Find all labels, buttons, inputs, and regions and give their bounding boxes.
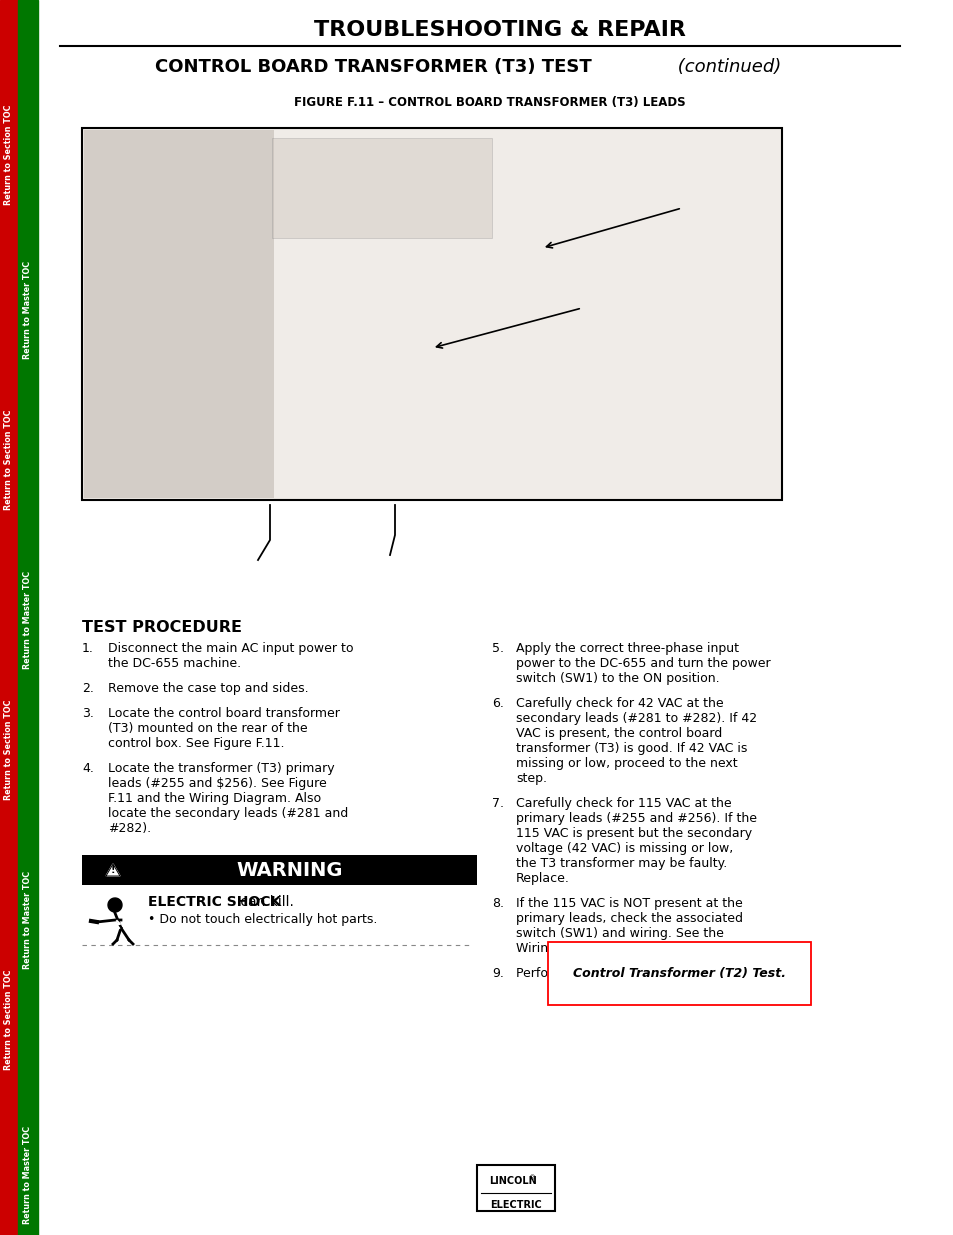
Text: #282).: #282). bbox=[108, 823, 151, 835]
Text: leads (#255 and $256). See Figure: leads (#255 and $256). See Figure bbox=[108, 777, 327, 790]
Bar bbox=[272, 138, 492, 238]
Text: ELECTRIC: ELECTRIC bbox=[490, 1200, 541, 1210]
Text: Remove the case top and sides.: Remove the case top and sides. bbox=[108, 682, 309, 695]
Text: 3.: 3. bbox=[82, 706, 93, 720]
Text: (continued): (continued) bbox=[671, 58, 781, 77]
Bar bbox=[476, 1165, 555, 1212]
Text: Return to Section TOC: Return to Section TOC bbox=[5, 105, 13, 205]
Text: power to the DC-655 and turn the power: power to the DC-655 and turn the power bbox=[516, 657, 770, 671]
Text: Return to Section TOC: Return to Section TOC bbox=[5, 700, 13, 800]
Text: the DC-655 machine.: the DC-655 machine. bbox=[108, 657, 241, 671]
Text: TROUBLESHOOTING & REPAIR: TROUBLESHOOTING & REPAIR bbox=[314, 20, 685, 40]
Text: Return to Master TOC: Return to Master TOC bbox=[24, 1126, 32, 1224]
Text: 7.: 7. bbox=[492, 797, 503, 810]
Text: Perform the: Perform the bbox=[516, 967, 593, 981]
Polygon shape bbox=[106, 864, 120, 876]
Text: control box. See Figure F.11.: control box. See Figure F.11. bbox=[108, 737, 284, 750]
Text: Return to Master TOC: Return to Master TOC bbox=[24, 571, 32, 669]
Text: (T3) mounted on the rear of the: (T3) mounted on the rear of the bbox=[108, 722, 307, 735]
Bar bbox=[0, 0, 18, 1235]
Text: F.11 and the Wiring Diagram. Also: F.11 and the Wiring Diagram. Also bbox=[108, 792, 321, 805]
Text: 2.: 2. bbox=[82, 682, 93, 695]
Text: Locate the transformer (T3) primary: Locate the transformer (T3) primary bbox=[108, 762, 335, 776]
Text: Return to Section TOC: Return to Section TOC bbox=[5, 969, 13, 1071]
Text: 8.: 8. bbox=[492, 897, 503, 910]
Text: Return to Section TOC: Return to Section TOC bbox=[5, 410, 13, 510]
Bar bbox=[84, 130, 274, 498]
Text: primary leads, check the associated: primary leads, check the associated bbox=[516, 911, 742, 925]
Text: voltage (42 VAC) is missing or low,: voltage (42 VAC) is missing or low, bbox=[516, 842, 733, 855]
Text: missing or low, proceed to the next: missing or low, proceed to the next bbox=[516, 757, 737, 769]
Text: Return to Master TOC: Return to Master TOC bbox=[24, 261, 32, 359]
Text: WARNING: WARNING bbox=[236, 861, 342, 879]
Bar bbox=[82, 855, 476, 885]
Text: locate the secondary leads (#281 and: locate the secondary leads (#281 and bbox=[108, 806, 348, 820]
Text: switch (SW1) to the ON position.: switch (SW1) to the ON position. bbox=[516, 672, 719, 685]
Text: ®: ® bbox=[529, 1174, 536, 1181]
Text: FIGURE F.11 – CONTROL BOARD TRANSFORMER (T3) LEADS: FIGURE F.11 – CONTROL BOARD TRANSFORMER … bbox=[294, 96, 685, 109]
Text: secondary leads (#281 to #282). If 42: secondary leads (#281 to #282). If 42 bbox=[516, 713, 757, 725]
Text: Carefully check for 115 VAC at the: Carefully check for 115 VAC at the bbox=[516, 797, 731, 810]
Text: Replace.: Replace. bbox=[516, 872, 569, 885]
Text: • Do not touch electrically hot parts.: • Do not touch electrically hot parts. bbox=[148, 913, 377, 926]
Text: CONTROL BOARD TRANSFORMER (T3) TEST: CONTROL BOARD TRANSFORMER (T3) TEST bbox=[154, 58, 591, 77]
Text: transformer (T3) is good. If 42 VAC is: transformer (T3) is good. If 42 VAC is bbox=[516, 742, 746, 755]
Text: primary leads (#255 and #256). If the: primary leads (#255 and #256). If the bbox=[516, 811, 757, 825]
Text: Disconnect the main AC input power to: Disconnect the main AC input power to bbox=[108, 642, 354, 655]
Text: If the 115 VAC is NOT present at the: If the 115 VAC is NOT present at the bbox=[516, 897, 742, 910]
Text: 4.: 4. bbox=[82, 762, 93, 776]
Text: 1.: 1. bbox=[82, 642, 93, 655]
Text: ELECTRIC SHOCK: ELECTRIC SHOCK bbox=[148, 895, 281, 909]
Text: VAC is present, the control board: VAC is present, the control board bbox=[516, 727, 721, 740]
Text: switch (SW1) and wiring. See the: switch (SW1) and wiring. See the bbox=[516, 927, 723, 940]
Text: Return to Master TOC: Return to Master TOC bbox=[24, 871, 32, 969]
Text: LINCOLN: LINCOLN bbox=[489, 1176, 537, 1186]
Text: 9.: 9. bbox=[492, 967, 503, 981]
Text: !: ! bbox=[111, 864, 115, 876]
Text: Locate the control board transformer: Locate the control board transformer bbox=[108, 706, 339, 720]
Text: 5.: 5. bbox=[492, 642, 503, 655]
Text: the T3 transformer may be faulty.: the T3 transformer may be faulty. bbox=[516, 857, 726, 869]
Text: Wiring Diagram.: Wiring Diagram. bbox=[516, 942, 618, 955]
Text: Carefully check for 42 VAC at the: Carefully check for 42 VAC at the bbox=[516, 697, 723, 710]
Text: can kill.: can kill. bbox=[235, 895, 294, 909]
Bar bbox=[82, 128, 781, 500]
Bar bbox=[18, 0, 38, 1235]
Text: TEST PROCEDURE: TEST PROCEDURE bbox=[82, 620, 242, 635]
Text: step.: step. bbox=[516, 772, 546, 785]
Text: 6.: 6. bbox=[492, 697, 503, 710]
Text: 115 VAC is present but the secondary: 115 VAC is present but the secondary bbox=[516, 827, 751, 840]
Text: Apply the correct three-phase input: Apply the correct three-phase input bbox=[516, 642, 739, 655]
Text: Control Transformer (T2) Test.: Control Transformer (T2) Test. bbox=[573, 967, 785, 981]
Polygon shape bbox=[108, 898, 122, 911]
